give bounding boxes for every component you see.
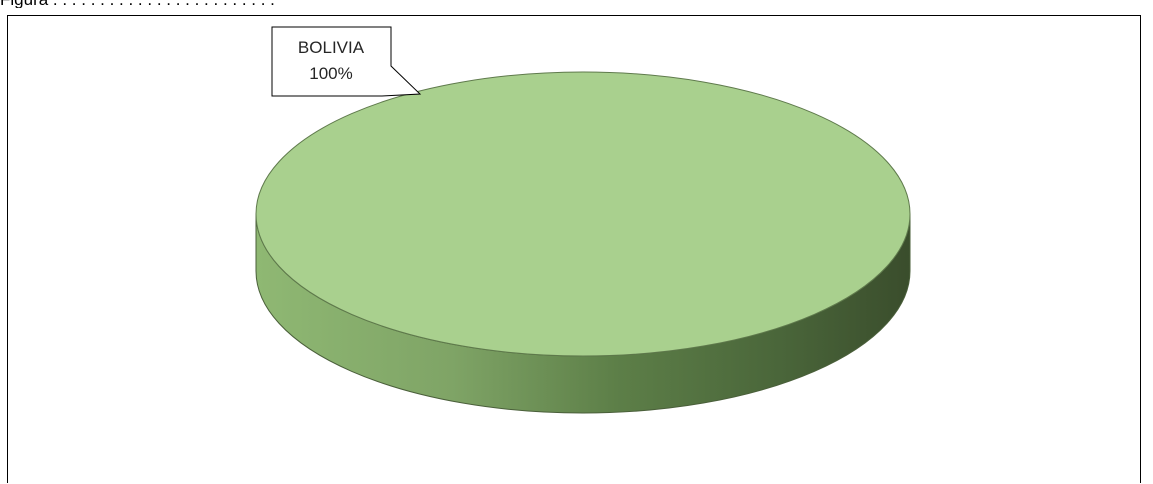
slice-percent-label: 100% xyxy=(309,64,352,83)
chart-area: BOLIVIA 100% xyxy=(7,15,1141,483)
pie-chart-3d: BOLIVIA 100% xyxy=(255,26,911,414)
callout-box xyxy=(271,26,422,97)
slice-label: BOLIVIA xyxy=(298,38,365,57)
data-label-callout: BOLIVIA 100% xyxy=(271,26,422,97)
pie-slice-bolivia xyxy=(255,71,911,357)
figure-caption-cut: Figura . . . . . . . . . . . . . . . . .… xyxy=(0,0,1153,8)
